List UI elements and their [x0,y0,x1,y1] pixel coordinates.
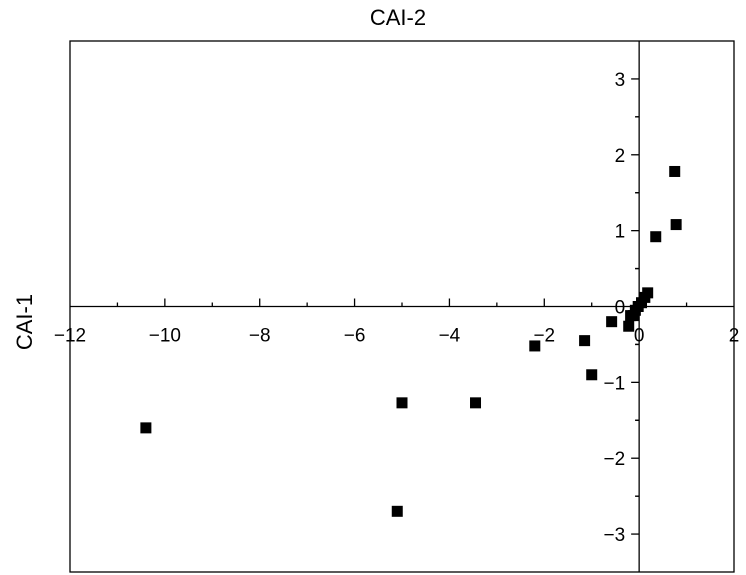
data-point [669,165,681,177]
points-layer [140,165,682,517]
data-point [625,310,637,322]
data-point [396,397,408,409]
y-tick-label: 0 [615,298,626,319]
y-tick-label: 1 [615,222,626,243]
data-point [529,340,541,352]
data-point [579,335,591,347]
data-point [650,231,662,243]
x-tick-label: −6 [344,326,366,347]
data-point [391,505,403,517]
x-tick-label: −4 [439,326,461,347]
y-axis-label: CAI-2 [370,5,426,30]
x-axis-label: CAI-1 [12,294,37,350]
x-tick-label: −12 [54,326,86,347]
x-tick-label: −8 [249,326,271,347]
y-tick-label: −3 [603,525,625,546]
data-point [470,397,482,409]
x-tick-label: 0 [634,326,645,347]
y-tick-label: 3 [615,70,626,91]
x-tick-label: 2 [729,326,740,347]
data-point [140,422,152,434]
data-point [670,219,682,231]
y-tick-label: −2 [603,449,625,470]
data-point [606,316,618,328]
y-tick-label: −1 [603,373,625,394]
data-point [623,320,635,332]
y-tick-label: 2 [615,146,626,167]
x-tick-label: −10 [149,326,181,347]
data-point [586,369,598,381]
